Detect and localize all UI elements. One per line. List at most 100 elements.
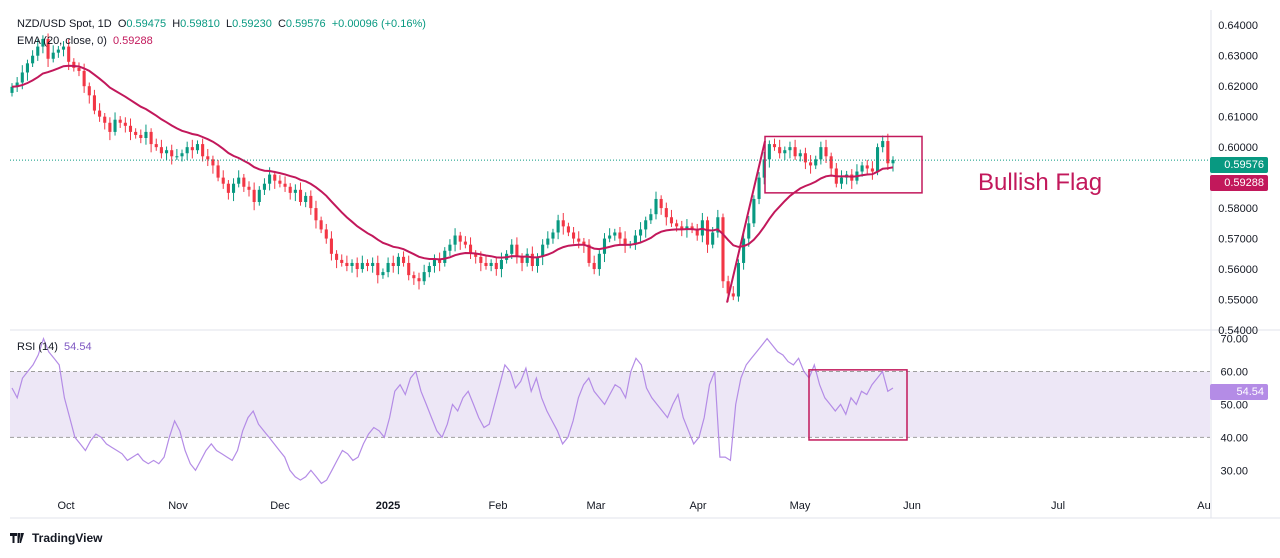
rsi-legend: RSI (14) 54.54 <box>17 341 95 353</box>
candle-body <box>268 174 272 184</box>
candle-body <box>767 144 771 160</box>
high-label: H <box>172 18 181 30</box>
candle-body <box>546 238 550 245</box>
price-tick-label: 0.56000 <box>1218 264 1258 276</box>
candle-body <box>61 46 66 50</box>
candle-body <box>371 262 375 266</box>
rsi-box <box>808 369 908 441</box>
candle-body <box>134 131 138 135</box>
candle-body <box>159 147 163 154</box>
candle-body <box>819 147 823 160</box>
low-label: L <box>225 18 233 30</box>
x-tick-label: Dec <box>270 500 290 512</box>
candle-body <box>824 147 828 157</box>
candle-body <box>556 220 560 233</box>
candle-body <box>139 134 143 138</box>
candle-body <box>278 180 282 184</box>
candle-body <box>46 38 50 59</box>
tradingview-logo[interactable]: TradingView <box>10 531 102 545</box>
candle-body <box>386 262 390 273</box>
candle-body <box>742 238 746 263</box>
change-value: +0.00096 (+0.16%) <box>331 18 426 30</box>
candle-body <box>685 226 689 230</box>
ema-price-tag: 0.59288 <box>1210 175 1268 191</box>
rsi-label: RSI (14) <box>17 341 58 353</box>
candle-body <box>304 195 308 202</box>
candle-body <box>566 226 570 233</box>
candle-body <box>726 281 730 294</box>
ema-value: 0.59288 <box>112 35 153 47</box>
candle-body <box>602 238 607 254</box>
x-tick-label: Mar <box>587 500 606 512</box>
candle-body <box>814 159 818 166</box>
candle-body <box>56 49 60 53</box>
last-price-tag: 0.59576 <box>1210 157 1268 173</box>
candle-body <box>886 141 890 164</box>
candle-body <box>20 72 24 83</box>
rsi-value-tag: 54.54 <box>1210 384 1268 400</box>
price-tick-label: 0.55000 <box>1218 295 1258 307</box>
candle-body <box>360 262 364 270</box>
candle-body <box>201 144 205 157</box>
candle-body <box>422 272 426 282</box>
candle-body <box>273 174 277 181</box>
candle-body <box>695 229 699 236</box>
x-tick-label: Jun <box>903 500 921 512</box>
x-tick-label: Feb <box>489 500 508 512</box>
candle-body <box>92 95 96 111</box>
candle-body <box>520 256 524 263</box>
candle-body <box>762 159 766 178</box>
candle-body <box>180 153 184 157</box>
open-value: 0.59475 <box>126 18 167 30</box>
candle-body <box>752 198 756 224</box>
candle-body <box>644 220 648 230</box>
candle-body <box>10 86 14 93</box>
candle-body <box>623 238 627 245</box>
price-tick-label: 0.64000 <box>1218 20 1258 32</box>
high-value: 0.59810 <box>180 18 220 30</box>
candle-body <box>783 150 787 154</box>
candle-body <box>772 144 777 148</box>
candle-body <box>376 262 380 276</box>
candle-body <box>154 144 158 148</box>
candle-body <box>778 147 782 154</box>
candle-body <box>551 232 555 239</box>
candle-body <box>458 235 462 242</box>
candle-body <box>252 189 256 202</box>
candle-body <box>242 177 246 187</box>
candle-body <box>757 177 761 199</box>
candle-body <box>149 131 153 145</box>
candle-body <box>525 253 529 263</box>
candle-body <box>510 244 514 254</box>
candle-body <box>118 119 122 123</box>
x-tick-label: Oct <box>57 500 74 512</box>
candle-body <box>206 156 210 160</box>
candle-body <box>77 67 81 71</box>
candle-body <box>705 220 710 245</box>
candle-body <box>67 46 71 62</box>
candle-body <box>15 82 19 87</box>
candle-body <box>530 253 534 266</box>
candle-body <box>72 61 76 68</box>
tradingview-icon <box>10 533 24 543</box>
low-value: 0.59230 <box>232 18 272 30</box>
candle-body <box>582 241 586 245</box>
candle-body <box>535 256 540 266</box>
candle-body <box>453 235 457 245</box>
candle-body <box>881 141 885 148</box>
candle-body <box>190 147 194 151</box>
flagpole-line <box>726 140 766 303</box>
candle-body <box>587 244 591 263</box>
candle-body <box>128 125 133 132</box>
candle-body <box>144 131 148 138</box>
candle-body <box>345 262 349 266</box>
bullish-flag-annotation: Bullish Flag <box>978 169 1103 196</box>
candle-body <box>499 259 503 270</box>
candle-body <box>592 262 596 270</box>
candle-body <box>438 259 442 263</box>
candle-body <box>165 150 169 154</box>
x-tick-label: 2025 <box>376 500 400 512</box>
candle-body <box>664 208 668 218</box>
